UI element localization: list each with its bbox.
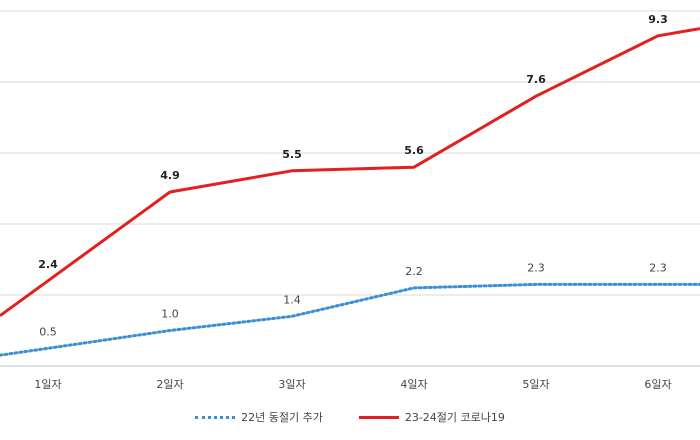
legend-swatch-solid [358,415,399,419]
data-label: 2.2 [405,265,423,278]
data-label: 9.3 [648,13,668,26]
x-tick-label: 1일자 [34,377,61,391]
data-label: 4.9 [160,169,180,182]
series-line-2 [0,27,700,317]
legend-label-series-1: 22년 동절기 추가 [241,411,323,424]
data-label: 0.5 [39,325,57,338]
data-label: 5.6 [404,144,424,157]
x-tick-label: 4일자 [400,377,427,391]
data-label: 2.3 [527,261,545,274]
gridlines [0,10,700,367]
series-line-1 [0,282,700,357]
x-tick-label: 2일자 [156,377,183,391]
legend: 22년 동절기 추가 23-24절기 코로나19 [0,405,700,429]
data-label: 2.4 [38,258,58,271]
data-label: 1.0 [161,308,179,321]
data-label: 7.6 [526,73,546,86]
data-label: 5.5 [282,148,302,161]
legend-swatch-dotted [195,415,236,419]
x-tick-label: 5일자 [522,377,549,391]
line-chart: 1일자 2일자 3일자 4일자 5일자 6일자 0.5 1.0 1.4 2.2 2.3 2.3 2.4… [0,10,700,391]
series-lines [0,27,700,357]
legend-item-series-2: 23-24절기 코로나19 [358,409,505,425]
x-tick-label: 3일자 [278,377,305,391]
legend-item-series-1: 22년 동절기 추가 [195,409,323,425]
data-label: 1.4 [283,293,301,306]
legend-label-series-2: 23-24절기 코로나19 [404,411,505,424]
x-axis: 1일자 2일자 3일자 4일자 5일자 6일자 [34,377,671,391]
x-tick-label: 6일자 [644,377,671,391]
data-labels: 0.5 1.0 1.4 2.2 2.3 2.3 2.4 4.9 5.5 5.6 7.6 9.3 [38,13,668,338]
data-label: 2.3 [649,261,667,274]
